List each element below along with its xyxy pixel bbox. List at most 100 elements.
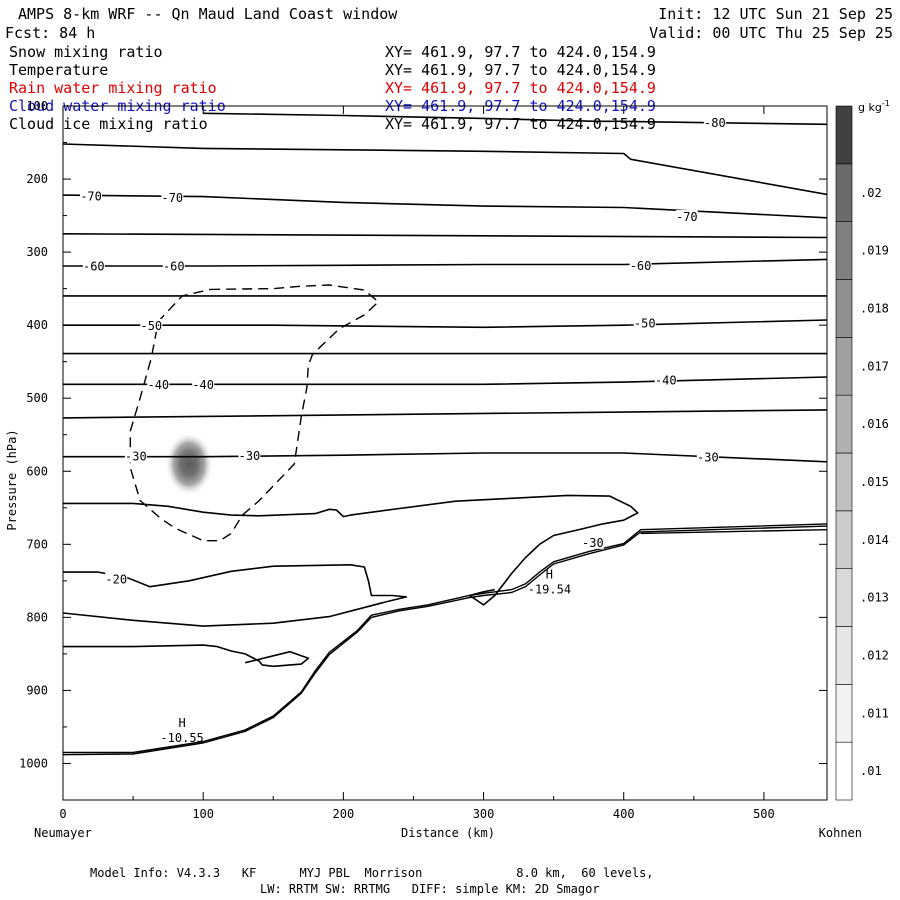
colorbar-level-label: .011 bbox=[860, 706, 889, 720]
chart-title: AMPS 8-km WRF -- Qn Maud Land Coast wind… bbox=[18, 5, 398, 23]
contour-label-bg bbox=[147, 378, 170, 392]
contour-label: -30 bbox=[697, 450, 719, 464]
colorbar-swatch bbox=[835, 741, 853, 801]
contour-label-bg bbox=[654, 373, 677, 387]
colorbar-swatch bbox=[835, 568, 853, 627]
y-tick-label: 300 bbox=[26, 245, 48, 259]
contour-label: -80 bbox=[704, 116, 726, 130]
rain-water-contour bbox=[129, 284, 380, 542]
field-xy: XY= 461.9, 97.7 to 424.0,154.9 bbox=[385, 115, 656, 133]
x-tick-label: 300 bbox=[473, 807, 495, 821]
contour-label-bg bbox=[105, 572, 128, 586]
temperature-isotherm bbox=[63, 233, 827, 239]
colorbar-swatch bbox=[835, 221, 853, 280]
temperature-isotherm bbox=[203, 112, 827, 126]
field-legend: Snow mixing ratio XY= 461.9, 97.7 to 424.… bbox=[9, 43, 656, 133]
contour-label: -50 bbox=[634, 317, 656, 331]
temperature-isotherm bbox=[63, 143, 827, 196]
terrain-line bbox=[63, 525, 827, 756]
x-tick-label: 200 bbox=[333, 807, 355, 821]
y-tick-label: 100 bbox=[26, 99, 48, 113]
model-info: Model Info: V4.3.3 KF MYJ PBL Morrison 8… bbox=[90, 866, 654, 880]
contour-label: -70 bbox=[676, 210, 698, 224]
physics-info: LW: RRTM SW: RRTMG DIFF: simple KM: 2D S… bbox=[260, 882, 600, 896]
temperature-isotherm bbox=[63, 319, 827, 329]
temperature-isotherm bbox=[63, 564, 408, 627]
contour-label: -60 bbox=[83, 260, 105, 274]
temperature-isotherm bbox=[63, 644, 310, 668]
y-tick-label: 400 bbox=[26, 318, 48, 332]
colorbar-swatch bbox=[835, 684, 853, 743]
y-tick-label: 800 bbox=[26, 610, 48, 624]
terrain-line bbox=[63, 523, 827, 754]
field-name: Temperature bbox=[9, 61, 108, 79]
contour-label-bg bbox=[82, 259, 105, 273]
contour-label: -30 bbox=[125, 450, 147, 464]
colorbar-unit: g kg-1 bbox=[858, 99, 890, 114]
extremum-value: -10.55 bbox=[160, 731, 203, 745]
contour-label-bg bbox=[162, 259, 185, 273]
contour-label-bg bbox=[629, 258, 652, 272]
x-tick-label: 400 bbox=[613, 807, 635, 821]
colorbar-level-label: .014 bbox=[860, 533, 889, 547]
colorbar-swatch bbox=[835, 337, 853, 396]
colorbar-level-label: .02 bbox=[860, 186, 882, 200]
colorbar-level-label: .019 bbox=[860, 244, 889, 258]
init-time: Init: 12 UTC Sun 21 Sep 25 bbox=[658, 5, 893, 23]
contour-label: -60 bbox=[163, 260, 185, 274]
colorbar-swatch bbox=[835, 105, 853, 165]
contour-label: -40 bbox=[655, 374, 677, 388]
contour-label-bg bbox=[675, 210, 698, 224]
contour-label: -40 bbox=[147, 378, 169, 392]
field-name: Snow mixing ratio bbox=[9, 43, 163, 61]
contour-label-bg bbox=[633, 316, 656, 330]
field-name: Rain water mixing ratio bbox=[9, 79, 217, 97]
field-name: Cloud ice mixing ratio bbox=[9, 115, 208, 133]
contour-label-bg bbox=[161, 191, 184, 205]
temperature-isotherm bbox=[63, 494, 639, 606]
y-tick-label: 1000 bbox=[19, 756, 48, 770]
colorbar-level-label: .01 bbox=[860, 764, 882, 778]
colorbar-level-label: .016 bbox=[860, 417, 889, 431]
contour-label-bg bbox=[581, 535, 604, 549]
colorbar-swatch bbox=[835, 279, 853, 338]
x-axis-title: Distance (km) bbox=[401, 826, 495, 840]
contour-label: -50 bbox=[140, 319, 162, 333]
contour-label: -30 bbox=[582, 536, 604, 550]
contour-label-bg bbox=[192, 378, 215, 392]
colorbar-swatch bbox=[835, 452, 853, 512]
contour-label-bg bbox=[696, 450, 719, 464]
contour-label: -30 bbox=[239, 449, 261, 463]
contour-label-bg bbox=[80, 189, 103, 203]
forecast-hour: Fcst: 84 h bbox=[5, 24, 95, 42]
temperature-isotherm bbox=[63, 376, 827, 386]
y-tick-label: 600 bbox=[26, 464, 48, 478]
left-endpoint-label: Neumayer bbox=[34, 826, 92, 840]
temperature-isotherm bbox=[63, 452, 827, 463]
colorbar-level-label: .018 bbox=[860, 301, 889, 315]
colorbar-swatch bbox=[835, 163, 853, 222]
terrain-line bbox=[640, 529, 827, 535]
colorbar-swatch bbox=[835, 394, 853, 454]
colorbar-swatch bbox=[835, 626, 853, 685]
y-tick-label: 700 bbox=[26, 537, 48, 551]
y-tick-label: 500 bbox=[26, 391, 48, 405]
colorbar-swatch bbox=[835, 510, 853, 569]
right-endpoint-label: Kohnen bbox=[819, 826, 862, 840]
contour-label: -20 bbox=[105, 572, 127, 586]
x-tick-label: 500 bbox=[753, 807, 775, 821]
colorbar: g kg-1 .01 .011 .012 .013 .014 .015 .016 .017 .0… bbox=[835, 99, 890, 801]
x-tick-label: 0 bbox=[59, 807, 66, 821]
temperature-isotherm bbox=[63, 409, 827, 419]
valid-time: Valid: 00 UTC Thu 25 Sep 25 bbox=[649, 24, 893, 42]
contour-label: -70 bbox=[80, 190, 102, 204]
x-tick-label: 100 bbox=[192, 807, 214, 821]
colorbar-level-label: .017 bbox=[860, 359, 889, 373]
colorbar-level-label: .015 bbox=[860, 475, 889, 489]
y-axis-title: Pressure (hPa) bbox=[5, 429, 19, 530]
contour-label-bg bbox=[703, 115, 726, 129]
colorbar-level-label: .013 bbox=[860, 591, 889, 605]
contour-label-bg bbox=[140, 318, 163, 332]
plot-area: -80 -70 -70 -70 -60 -60 -60 -50 -50 -40 -40 -40 -30 -… bbox=[19, 99, 828, 821]
